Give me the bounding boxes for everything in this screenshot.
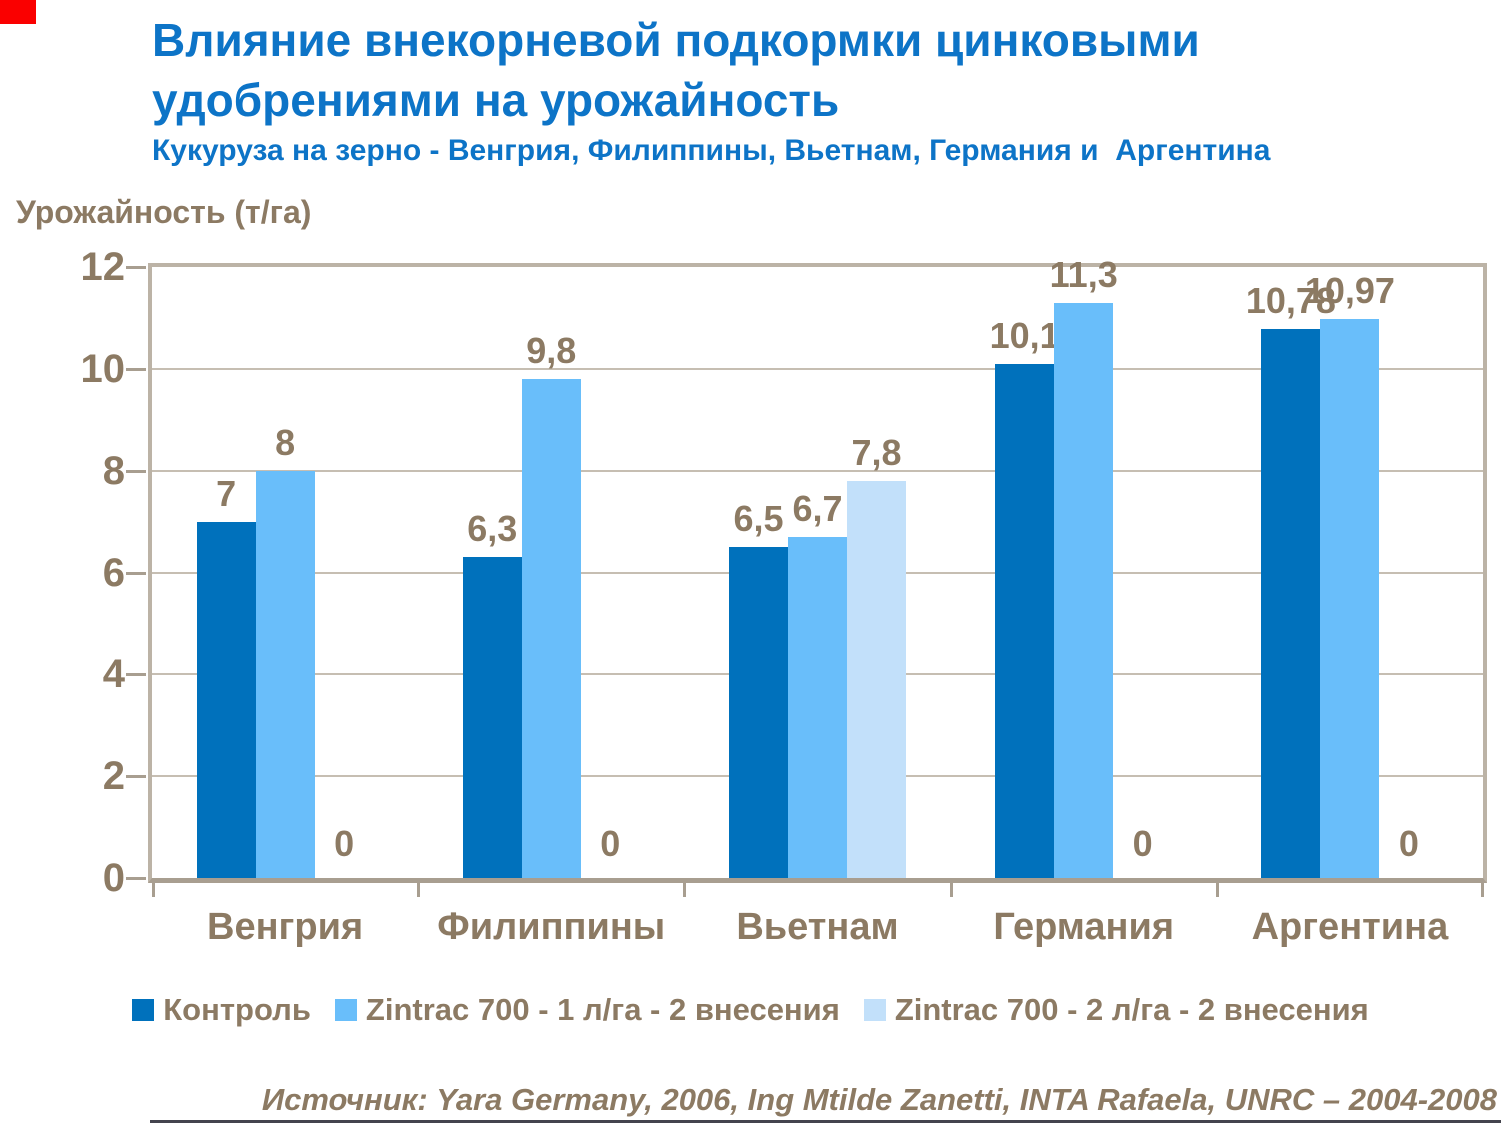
bar-value-label-Филиппины-series2: 9,8: [526, 330, 577, 372]
bar-value-label-Аргентина-series2: 10,97: [1304, 270, 1395, 312]
bar-value-label-Вьетнам-series1: 6,5: [733, 498, 784, 540]
x-category-label-Вьетнам: Вьетнам: [736, 906, 899, 948]
y-tick-label-10: 10: [80, 346, 126, 391]
y-tick-label-2: 2: [102, 754, 125, 799]
bar-Филиппины-series2: [521, 379, 581, 878]
bar-value-label-Аргентина-series3: 0: [1398, 823, 1419, 864]
legend-label-control: Контроль: [163, 992, 311, 1027]
legend-swatch-zintrac-1l: [334, 999, 357, 1021]
bar-Филиппины-series1: [462, 557, 522, 878]
y-tick-label-6: 6: [102, 550, 125, 595]
legend-label-zintrac-1l: Zintrac 700 - 1 л/га - 2 внесения: [365, 992, 840, 1027]
x-tick-mark-0: [152, 883, 155, 897]
bar-group-Аргентина: 10,78 10,97 0 Аргентина: [1217, 267, 1483, 948]
bar-value-label-Аргентина-series1: 10,78: [1245, 280, 1336, 322]
y-tick-label-0: 0: [102, 856, 125, 900]
bar-group-Германия: 10,1 11,3 0 Германия: [951, 254, 1217, 948]
bar-Германия-series1: [995, 363, 1055, 878]
bar-group-Венгрия: 7 8 0 Венгрия: [152, 267, 418, 948]
y-tick-mark-10: [126, 367, 146, 371]
bar-value-label-Германия-series3: 0: [1132, 823, 1153, 864]
x-category-label-Венгрия: Венгрия: [207, 906, 364, 948]
bar-value-label-Венгрия-series1: 7: [216, 472, 237, 514]
legend-swatch-zintrac-2l: [863, 999, 886, 1021]
x-category-label-Германия: Германия: [993, 906, 1175, 948]
bar-value-label-Вьетнам-series3: 7,8: [851, 431, 902, 473]
bottom-rule: [150, 1120, 1501, 1123]
bar-Вьетнам-series1: [728, 547, 788, 878]
y-tick-label-4: 4: [102, 652, 125, 697]
legend-item-zintrac-1l: Zintrac 700 - 1 л/га - 2 внесения: [334, 992, 840, 1028]
gridline-10: [152, 367, 1483, 370]
x-category-label-Аргентина: Аргентина: [1251, 906, 1449, 948]
y-tick-label-12: 12: [80, 245, 126, 289]
legend-item-control: Контроль: [132, 992, 311, 1028]
y-tick-mark-8: [126, 469, 146, 473]
source-note: Источник: Yara Germany, 2006, Ing Mtilde…: [261, 1082, 1497, 1117]
bar-Венгрия-series1: [196, 521, 256, 878]
legend-label-zintrac-2l: Zintrac 700 - 2 л/га - 2 внесения: [894, 992, 1369, 1027]
bar-Венгрия-series2: [255, 470, 315, 878]
chart-title: Влияние внекорневой подкормки цинковыми …: [152, 10, 1442, 130]
x-tick-mark-3: [949, 883, 953, 897]
x-category-label-Филиппины: Филиппины: [437, 906, 666, 948]
legend: Контроль Zintrac 700 - 1 л/га - 2 внесен…: [0, 992, 1501, 1028]
chart-title-line2: удобрениями на урожайность: [152, 74, 840, 126]
chart-subtitle: Кукуруза на зерно - Венгрия, Филиппины, …: [152, 134, 1271, 167]
y-tick-mark-6: [126, 571, 146, 575]
y-tick-label-8: 8: [102, 448, 125, 493]
bar-value-label-Филиппины-series1: 6,3: [467, 508, 518, 550]
bar-Германия-series2: [1054, 302, 1114, 878]
bar-Аргентина-series2: [1320, 319, 1380, 878]
gridline-8: [152, 469, 1483, 472]
bar-value-label-Венгрия-series3: 0: [334, 823, 355, 864]
chart-title-line1: Влияние внекорневой подкормки цинковыми: [152, 14, 1200, 66]
y-tick-mark-2: [126, 775, 146, 779]
bar-value-label-Германия-series1: 10,1: [989, 314, 1060, 356]
bar-value-label-Вьетнам-series2: 6,7: [792, 487, 843, 529]
legend-item-zintrac-2l: Zintrac 700 - 2 л/га - 2 внесения: [863, 992, 1369, 1028]
bar-group-Филиппины: 6,3 9,8 0 Филиппины: [418, 267, 684, 948]
red-corner-decoration: [0, 0, 36, 24]
bar-value-label-Венгрия-series2: 8: [275, 421, 296, 463]
y-tick-mark-4: [126, 673, 146, 677]
x-tick-mark-2: [683, 883, 687, 897]
y-axis-title: Урожайность (т/га): [16, 194, 312, 230]
x-tick-mark-1: [417, 883, 421, 897]
plot-area: 0 2 4 6 8 10 12 7 8 0 Венгрия 6,3 9,8 0 Филиппины 6,5 6,…: [81, 245, 1487, 948]
legend-swatch-control: [132, 999, 155, 1021]
x-tick-mark-5: [1481, 883, 1484, 897]
y-tick-mark-12: [126, 266, 146, 269]
bar-Аргентина-series1: [1261, 329, 1321, 878]
bar-group-Вьетнам: 6,5 6,7 7,8 Вьетнам: [684, 267, 950, 948]
bar-value-label-Филиппины-series3: 0: [600, 823, 621, 864]
bar-value-label-Германия-series2: 11,3: [1049, 253, 1118, 295]
bar-Вьетнам-series2: [787, 536, 847, 878]
bar-Вьетнам-series3: [846, 480, 906, 878]
y-tick-mark-0: [126, 877, 146, 880]
x-tick-mark-4: [1215, 883, 1219, 897]
